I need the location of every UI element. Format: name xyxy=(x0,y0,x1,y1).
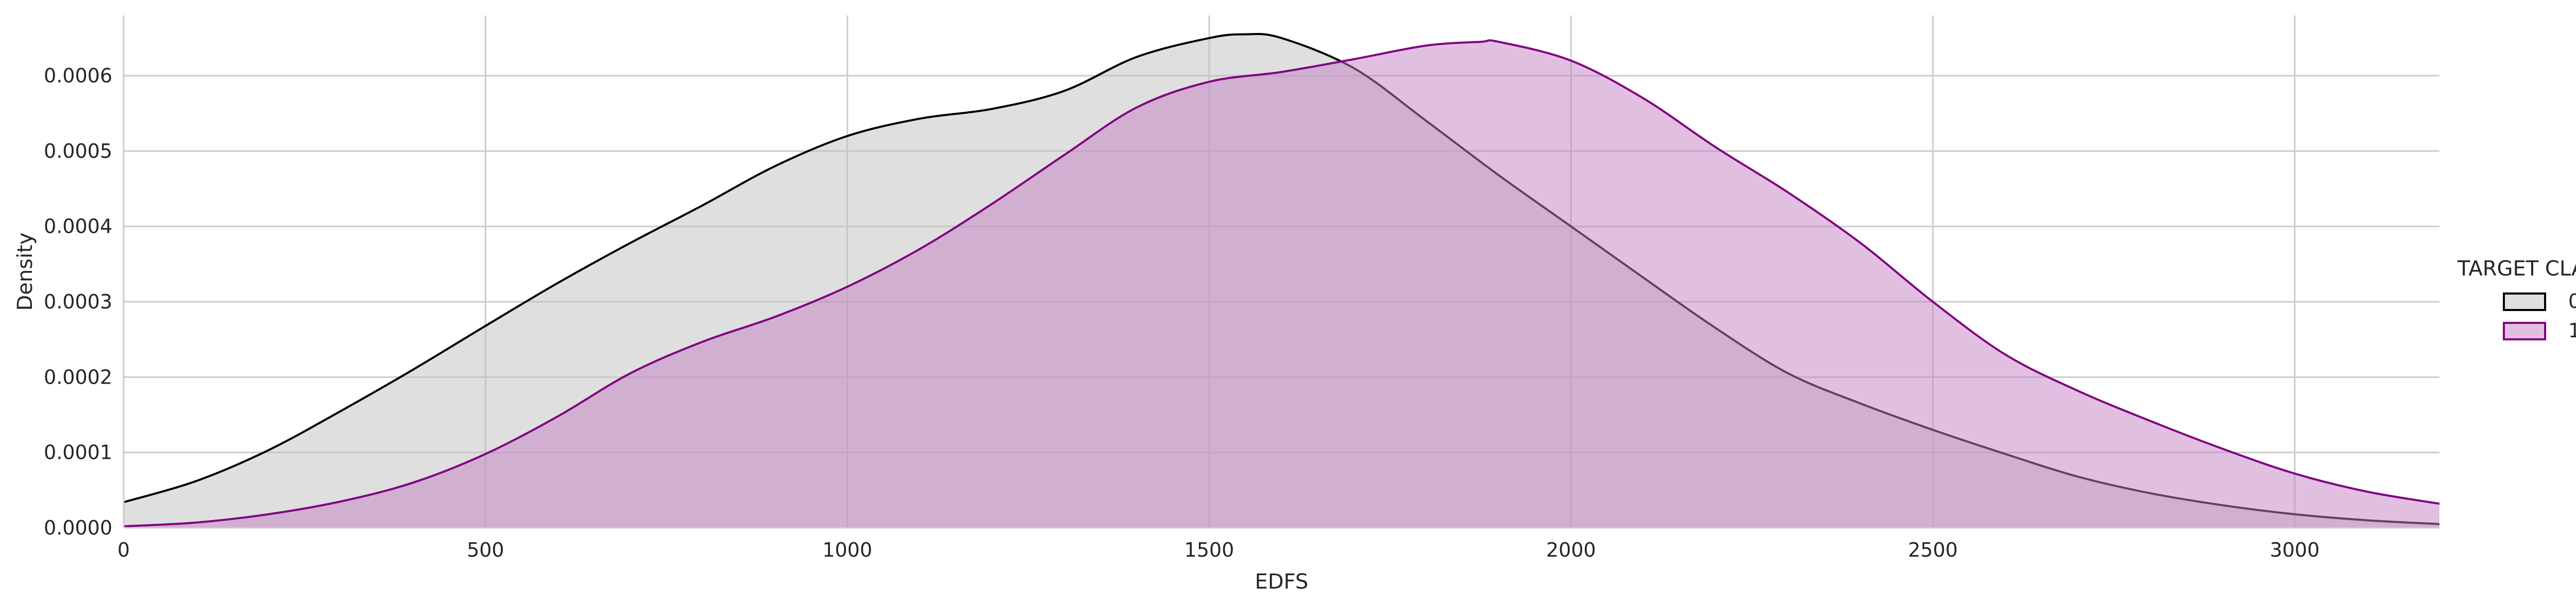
y-axis-ticks: 0.0000 0.0001 0.0002 0.0003 0.0004 0.0005 0.00… xyxy=(44,64,112,539)
legend-label-0: 0 xyxy=(2568,290,2576,313)
y-tick-label-5: 0.0005 xyxy=(44,140,112,162)
y-tick-label-2: 0.0002 xyxy=(44,366,112,388)
y-tick-label-4: 0.0004 xyxy=(44,215,112,238)
area-series-1 xyxy=(124,40,2439,528)
x-tick-label-2: 1000 xyxy=(822,539,872,561)
legend: TARGET CLASS 0 1 xyxy=(2457,257,2576,342)
x-tick-label-6: 3000 xyxy=(2270,539,2320,561)
x-tick-label-1: 500 xyxy=(467,539,504,561)
legend-swatch-0 xyxy=(2503,292,2546,311)
y-tick-label-1: 0.0001 xyxy=(44,441,112,464)
density-areas xyxy=(123,33,2440,528)
x-tick-label-3: 1500 xyxy=(1184,539,1234,561)
x-axis-ticks: 0 500 1000 1500 2000 2500 3000 xyxy=(117,539,2320,561)
y-tick-label-3: 0.0003 xyxy=(44,290,112,313)
y-axis-label: Density xyxy=(13,232,37,311)
y-tick-label-0: 0.0000 xyxy=(44,516,112,539)
x-tick-label-0: 0 xyxy=(117,539,130,561)
legend-swatch-1 xyxy=(2503,322,2546,340)
legend-title: TARGET CLASS xyxy=(2457,257,2576,281)
legend-label-1: 1 xyxy=(2568,319,2576,342)
x-axis-label: EDFS xyxy=(1255,570,1309,594)
line-series-1 xyxy=(123,39,2440,528)
x-tick-label-5: 2500 xyxy=(1908,539,1958,561)
x-tick-label-4: 2000 xyxy=(1546,539,1596,561)
y-tick-label-6: 0.0006 xyxy=(44,64,112,87)
